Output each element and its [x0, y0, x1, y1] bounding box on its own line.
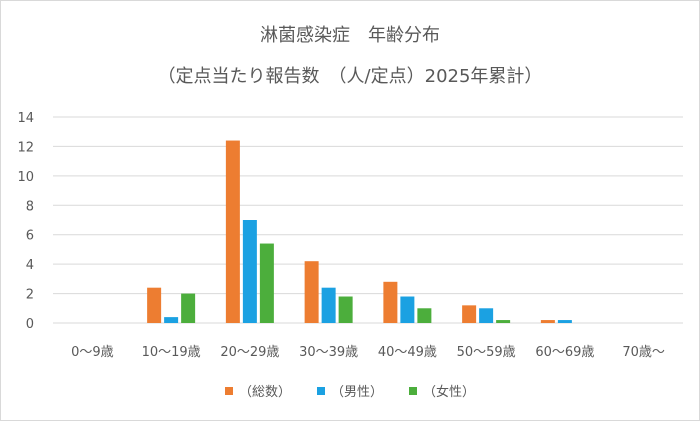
bar-female-3	[338, 296, 353, 323]
bar-total-5	[462, 305, 477, 323]
y-tick-label: 10	[17, 170, 34, 185]
legend-swatch	[316, 386, 325, 395]
legend-label: （女性）	[423, 385, 476, 400]
bar-male-4	[400, 296, 415, 323]
bar-male-6	[557, 320, 572, 323]
bar-female-5	[496, 320, 511, 323]
x-category-label: 30～39歳	[299, 345, 358, 360]
bar-total-4	[383, 281, 398, 323]
x-category-label: 0～9歳	[71, 345, 114, 360]
x-category-label: 20～29歳	[220, 345, 279, 360]
legend-swatch	[409, 386, 417, 395]
x-category-label: 10～19歳	[142, 345, 201, 360]
bar-male-2	[242, 220, 257, 323]
bar-female-1	[181, 293, 196, 323]
y-tick-label: 0	[26, 317, 34, 332]
legend-label: （総数）	[238, 385, 291, 400]
bar-male-3	[321, 287, 336, 323]
bar-total-6	[540, 320, 555, 323]
bar-male-5	[479, 308, 494, 323]
bar-total-1	[147, 287, 162, 323]
legend-label: （男性）	[330, 385, 383, 400]
bar-female-4	[417, 308, 432, 323]
x-category-label: 70歳～	[622, 345, 665, 360]
x-category-label: 40～49歳	[378, 345, 437, 360]
y-tick-label: 14	[17, 111, 34, 126]
y-tick-label: 6	[26, 229, 34, 244]
bar-male-1	[164, 317, 179, 323]
bar-total-2	[225, 140, 240, 323]
x-category-label: 50～59歳	[457, 345, 516, 360]
y-tick-label: 8	[26, 199, 34, 214]
legend-item: （男性）	[316, 381, 383, 400]
y-tick-label: 2	[26, 288, 34, 303]
legend-item: （女性）	[409, 381, 475, 400]
bar-total-3	[304, 261, 319, 323]
bar-female-2	[259, 243, 274, 323]
legend-item: （総数）	[224, 381, 291, 400]
chart-subtitle: （定点当たり報告数 （人/定点）2025年累計）	[157, 66, 543, 87]
y-tick-label: 4	[26, 258, 34, 273]
y-tick-label: 12	[17, 140, 34, 155]
x-category-label: 60～69歳	[535, 345, 594, 360]
chart-title: 淋菌感染症 年齢分布	[260, 25, 440, 46]
legend-swatch	[224, 386, 233, 395]
chart-legend: （総数） （男性） （女性）	[0, 381, 700, 400]
